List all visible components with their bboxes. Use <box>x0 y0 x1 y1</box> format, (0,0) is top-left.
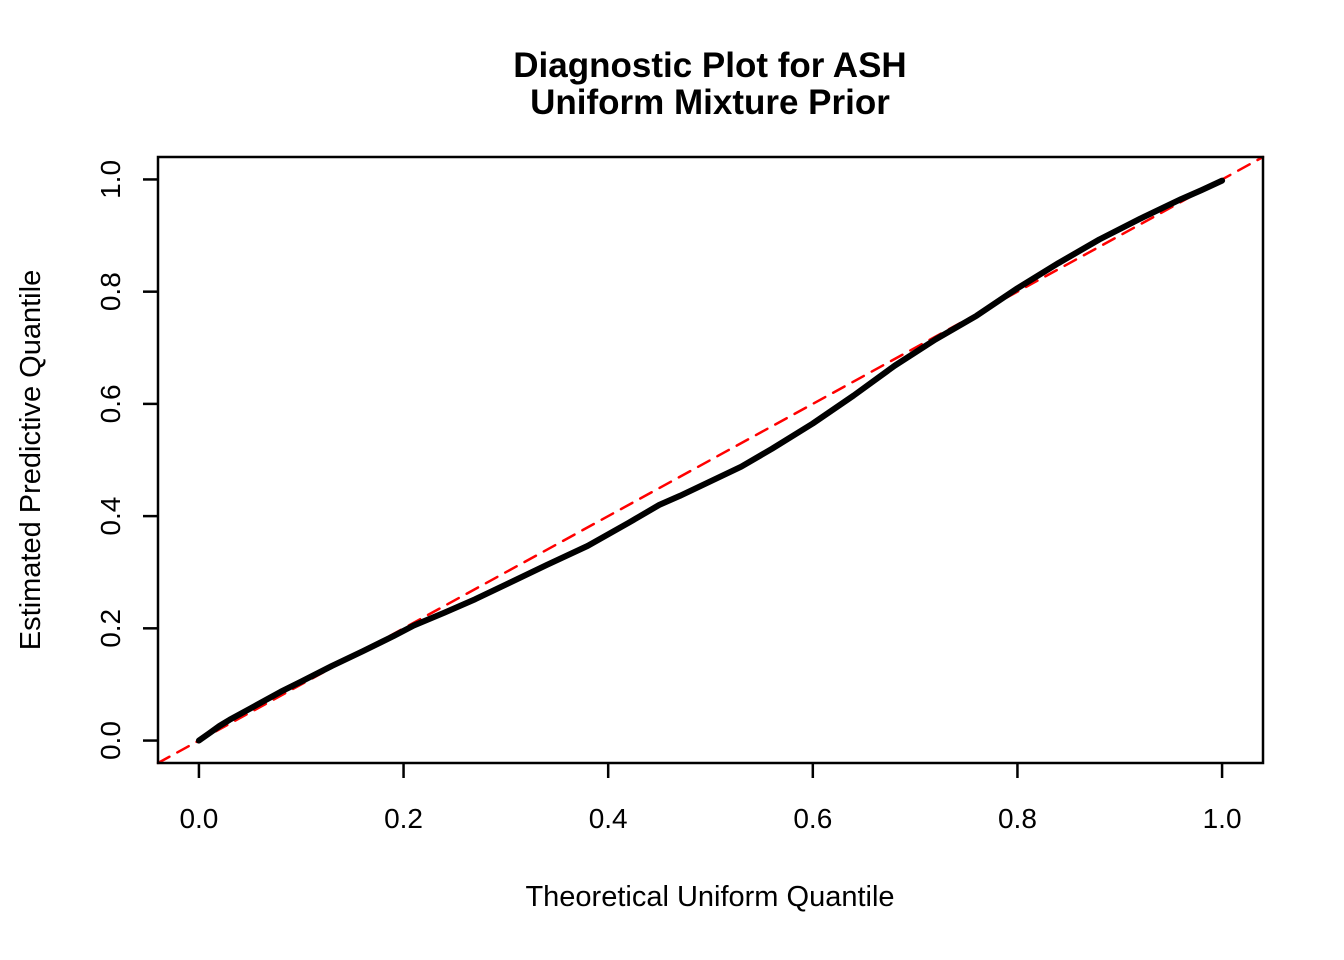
plot-title-line2: Uniform Mixture Prior <box>530 83 890 122</box>
x-axis-tick-label: 0.2 <box>384 803 423 834</box>
x-axis-tick-label: 0.0 <box>179 803 218 834</box>
x-axis-tick-label: 0.4 <box>589 803 628 834</box>
y-axis-tick-label: 0.0 <box>95 721 126 760</box>
y-axis-tick-label: 0.8 <box>95 272 126 311</box>
y-axis-tick-label: 0.6 <box>95 384 126 423</box>
x-axis-tick-label: 0.8 <box>998 803 1037 834</box>
estimated-predictive-quantile-curve <box>195 177 1226 744</box>
y-axis-tick-label: 1.0 <box>95 160 126 199</box>
plot-box-border <box>156 155 1265 765</box>
qq-curve-layer <box>195 177 1226 744</box>
plot-title-line1: Diagnostic Plot for ASH <box>513 46 906 85</box>
x-axis-tick-label: 0.6 <box>793 803 832 834</box>
x-axis-label: Theoretical Uniform Quantile <box>525 881 894 913</box>
x-axis-tick-label: 1.0 <box>1203 803 1242 834</box>
axis-layer: 0.0 0.2 0.4 0.6 0.8 1.0 0.0 0.2 0.4 0.6 0.8 1.0 <box>95 160 1242 834</box>
y-axis-label: Estimated Predictive Quantile <box>15 270 47 650</box>
y-axis-tick-label: 0.2 <box>95 609 126 648</box>
y-axis-tick-label: 0.4 <box>95 497 126 536</box>
